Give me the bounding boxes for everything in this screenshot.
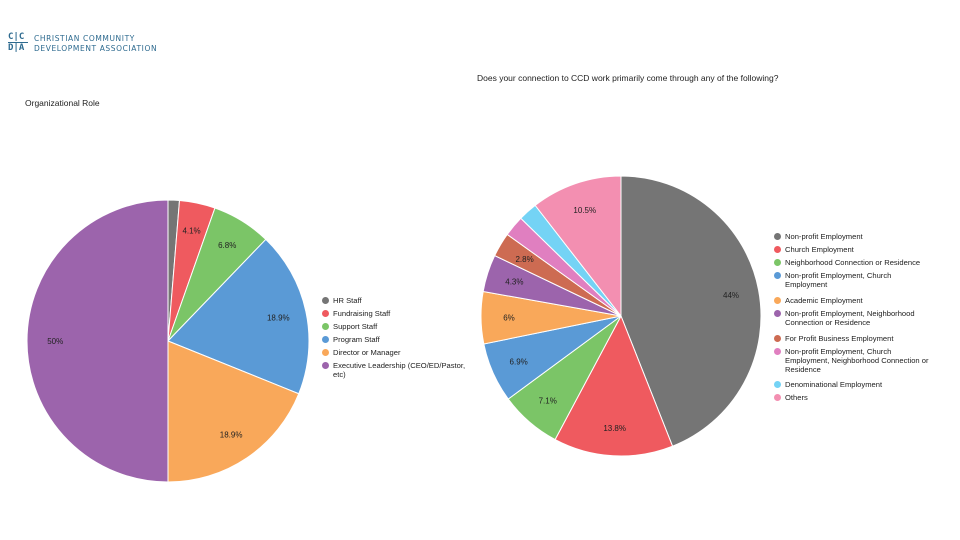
legend-swatch xyxy=(322,323,329,330)
chart-title-ccd-connection: Does your connection to CCD work primari… xyxy=(477,73,779,83)
slice-label-others: 10.5% xyxy=(573,206,596,215)
legend-label: Non-profit Employment xyxy=(785,232,863,241)
slice-label-fundraising-staff: 4.1% xyxy=(182,227,200,236)
slice-label-non-profit-employment-church-employment: 6.9% xyxy=(510,357,528,366)
slice-label-neighborhood-connection-or-residence: 7.1% xyxy=(539,397,557,406)
legend-swatch xyxy=(774,348,781,355)
legend-label: Church Employment xyxy=(785,245,854,254)
pie-chart-1: 4.1% 6.8% 18.9% 18.9% 50% xyxy=(26,199,310,483)
legend-swatch xyxy=(322,336,329,343)
slice-label-academic-employment: 6% xyxy=(503,313,515,322)
legend-label: For Profit Business Employment xyxy=(785,334,894,343)
legend-swatch xyxy=(774,297,781,304)
legend-label: Fundraising Staff xyxy=(333,309,391,318)
legend-label: Program Staff xyxy=(333,335,380,344)
pie-chart-2: 44% 13.8% 7.1% 6.9% 6% 4.3% 2.8% 10.5% xyxy=(480,175,762,457)
legend-swatch xyxy=(774,233,781,240)
legend-label: Support Staff xyxy=(333,322,378,331)
pie-slice-church-employment xyxy=(554,314,674,457)
legend-label: Neighborhood Connection or Residence xyxy=(785,258,921,267)
pie-slice-executive-leadership-ceo-ed-pastor-etc xyxy=(26,199,169,483)
legend-swatch xyxy=(322,297,329,304)
legend-label: Director or Manager xyxy=(333,348,401,357)
legend-swatch xyxy=(322,310,329,317)
pie-slice-director-or-manager xyxy=(167,340,300,483)
legend-label: HR Staff xyxy=(333,296,362,305)
legend-label: Non-profit Employment, Church Employment… xyxy=(785,347,929,374)
legend-label: Others xyxy=(785,393,808,402)
pie-slice-non-profit-employment xyxy=(620,175,762,447)
logo-mark-top: C|C xyxy=(8,32,25,42)
legend-swatch xyxy=(774,272,781,279)
legend-label: Non-profit Employment, Church Employment xyxy=(785,271,892,289)
logo-text: CHRISTIAN COMMUNITY DEVELOPMENT ASSOCIAT… xyxy=(34,34,157,54)
legend-swatch xyxy=(774,335,781,342)
legend-label: Academic Employment xyxy=(785,296,863,305)
legend-swatch xyxy=(322,362,329,369)
logo-mark-bottom: D|A xyxy=(8,42,28,53)
legend-swatch xyxy=(322,349,329,356)
logo-line-2: DEVELOPMENT ASSOCIATION xyxy=(34,44,158,53)
logo-mark: C|C D|A xyxy=(8,33,28,53)
legend-swatch xyxy=(774,310,781,317)
slice-label-non-profit-employment-neighborhood-connection-or-residence: 4.3% xyxy=(505,278,523,287)
slice-label-for-profit-business-employment: 2.8% xyxy=(515,255,533,264)
legend-swatch xyxy=(774,246,781,253)
slice-label-support-staff: 6.8% xyxy=(218,241,236,250)
slice-label-program-staff: 18.9% xyxy=(267,313,290,322)
logo-line-1: CHRISTIAN COMMUNITY xyxy=(34,34,135,43)
legend-swatch xyxy=(774,394,781,401)
legend-label: Denominational Employment xyxy=(785,380,883,389)
slice-label-executive-leadership-ceo-ed-pastor-etc: 50% xyxy=(47,337,63,346)
legend-label: Non-profit Employment, Neighborhood Conn… xyxy=(785,309,915,327)
chart-title-organizational-role: Organizational Role xyxy=(25,98,100,108)
legend-swatch xyxy=(774,381,781,388)
slice-label-director-or-manager: 18.9% xyxy=(220,430,243,439)
pie-slice-others xyxy=(534,175,622,318)
legend-swatch xyxy=(774,259,781,266)
legend-label: Executive Leadership (CEO/ED/Pastor, etc… xyxy=(333,361,466,379)
slice-label-church-employment: 13.8% xyxy=(603,424,626,433)
slice-label-non-profit-employment: 44% xyxy=(723,291,739,300)
